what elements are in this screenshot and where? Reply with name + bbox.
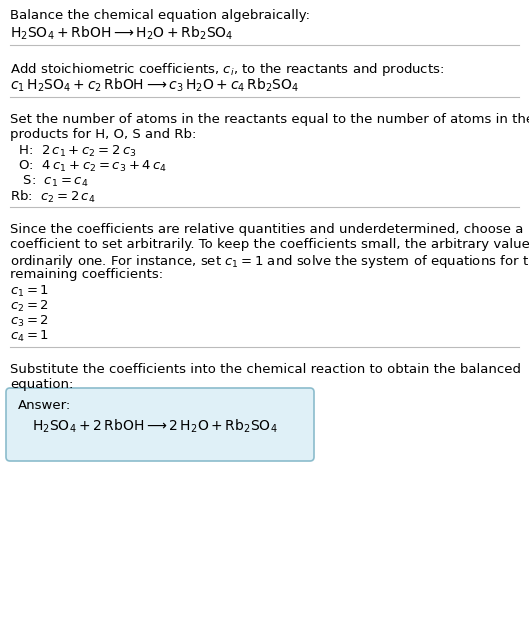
Text: $c_3 = 2$: $c_3 = 2$	[10, 314, 49, 329]
Text: Set the number of atoms in the reactants equal to the number of atoms in the: Set the number of atoms in the reactants…	[10, 113, 529, 126]
Text: Since the coefficients are relative quantities and underdetermined, choose a: Since the coefficients are relative quan…	[10, 223, 523, 236]
Text: Add stoichiometric coefficients, $c_i$, to the reactants and products:: Add stoichiometric coefficients, $c_i$, …	[10, 61, 444, 78]
Text: equation:: equation:	[10, 378, 74, 391]
Text: $c_1 = 1$: $c_1 = 1$	[10, 284, 49, 299]
Text: Substitute the coefficients into the chemical reaction to obtain the balanced: Substitute the coefficients into the che…	[10, 363, 521, 376]
Text: ordinarily one. For instance, set $c_1 = 1$ and solve the system of equations fo: ordinarily one. For instance, set $c_1 =…	[10, 253, 529, 270]
Text: Answer:: Answer:	[18, 399, 71, 412]
Text: products for H, O, S and Rb:: products for H, O, S and Rb:	[10, 128, 196, 141]
Text: remaining coefficients:: remaining coefficients:	[10, 268, 163, 281]
Text: O:  $4\,c_1 + c_2 = c_3 + 4\,c_4$: O: $4\,c_1 + c_2 = c_3 + 4\,c_4$	[10, 159, 167, 174]
Text: Balance the chemical equation algebraically:: Balance the chemical equation algebraica…	[10, 9, 310, 22]
Text: $c_1\,\mathrm{H_2SO_4} + c_2\,\mathrm{RbOH} \longrightarrow c_3\,\mathrm{H_2O} +: $c_1\,\mathrm{H_2SO_4} + c_2\,\mathrm{Rb…	[10, 77, 299, 95]
Text: Rb:  $c_2 = 2\,c_4$: Rb: $c_2 = 2\,c_4$	[10, 189, 96, 205]
Text: H:  $2\,c_1 + c_2 = 2\,c_3$: H: $2\,c_1 + c_2 = 2\,c_3$	[10, 144, 136, 159]
FancyBboxPatch shape	[6, 388, 314, 461]
Text: $c_4 = 1$: $c_4 = 1$	[10, 329, 49, 344]
Text: $c_2 = 2$: $c_2 = 2$	[10, 299, 49, 314]
Text: coefficient to set arbitrarily. To keep the coefficients small, the arbitrary va: coefficient to set arbitrarily. To keep …	[10, 238, 529, 251]
Text: $\mathrm{H_2SO_4 + 2\,RbOH \longrightarrow 2\,H_2O + Rb_2SO_4}$: $\mathrm{H_2SO_4 + 2\,RbOH \longrightarr…	[32, 418, 278, 435]
Text: S:  $c_1 = c_4$: S: $c_1 = c_4$	[10, 174, 88, 189]
Text: $\mathrm{H_2SO_4 + RbOH \longrightarrow H_2O + Rb_2SO_4}$: $\mathrm{H_2SO_4 + RbOH \longrightarrow …	[10, 25, 233, 43]
